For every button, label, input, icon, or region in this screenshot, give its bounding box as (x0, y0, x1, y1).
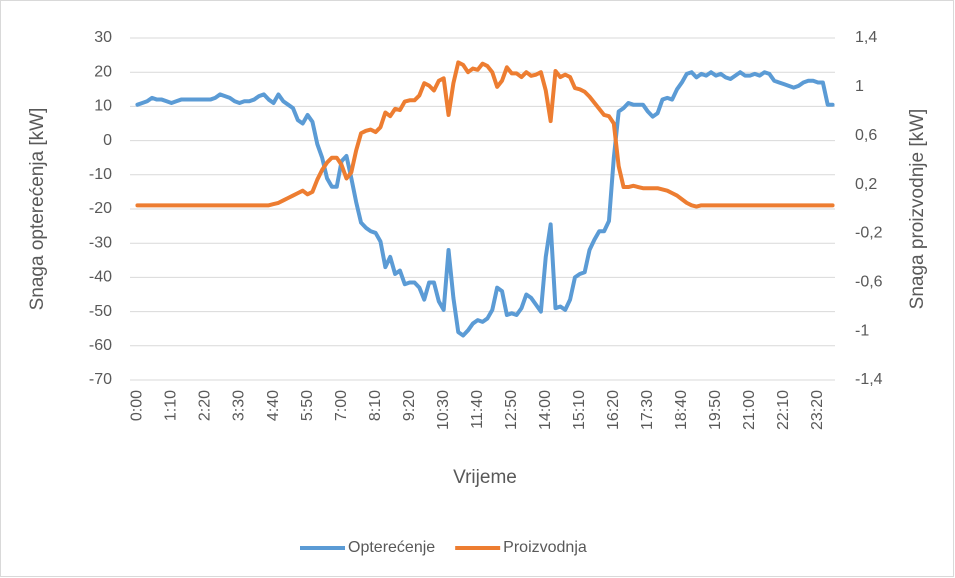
y-tick-label: -10 (89, 166, 112, 183)
x-tick-label: 4:40 (265, 390, 282, 421)
y-tick-label: -40 (89, 269, 112, 286)
y2-tick-label: 1,4 (855, 29, 877, 46)
y-tick-label: -20 (89, 200, 112, 217)
x-tick-label: 11:40 (469, 390, 486, 429)
y2-tick-label: -0,2 (855, 225, 883, 242)
x-tick-label: 2:20 (197, 390, 214, 421)
y-tick-label: -30 (89, 234, 112, 251)
x-tick-label: 15:10 (571, 390, 588, 430)
y2-tick-label: 0,2 (855, 176, 877, 193)
x-tick-label: 10:30 (435, 390, 452, 430)
x-tick-label: 7:00 (333, 390, 350, 421)
x-tick-label: 16:20 (605, 390, 622, 430)
y2-tick-label: -1 (855, 322, 869, 339)
y2-axis-label: Snaga proizvodnje [kW] (907, 109, 928, 310)
x-tick-label: 5:50 (299, 390, 316, 421)
series-line (135, 60, 835, 209)
y-tick-label: -60 (89, 337, 112, 354)
x-tick-label: 12:50 (503, 390, 520, 430)
x-tick-label: 8:10 (367, 390, 384, 421)
x-tick-label: 18:40 (673, 390, 690, 430)
y-tick-label: -50 (89, 303, 112, 320)
y2-tick-label: 0,6 (855, 127, 877, 144)
x-tick-label: 21:00 (741, 390, 758, 430)
x-tick-label: 9:20 (401, 390, 418, 421)
y-tick-label: 10 (94, 98, 112, 115)
legend-label: Opterećenje (348, 539, 435, 556)
x-tick-label: 3:30 (231, 390, 248, 421)
y2-tick-label: -1,4 (855, 371, 883, 388)
y2-tick-label: -0,6 (855, 274, 883, 291)
y-tick-label: 30 (94, 29, 112, 46)
x-tick-label: 14:00 (537, 390, 554, 430)
x-tick-label: 22:10 (775, 390, 792, 430)
y2-tick-label: 1 (855, 78, 864, 95)
x-axis-label: Vrijeme (453, 467, 517, 488)
x-tick-label: 23:20 (809, 390, 826, 430)
legend-label: Proizvodnja (503, 539, 587, 556)
y-tick-label: 20 (94, 63, 112, 80)
x-tick-label: 19:50 (707, 390, 724, 430)
y-tick-label: -70 (89, 371, 112, 388)
x-tick-label: 17:30 (639, 390, 656, 430)
x-tick-label: 0:00 (129, 390, 146, 421)
x-tick-label: 1:10 (163, 390, 180, 421)
y-axis-label: Snaga opterećenja [kW] (27, 108, 48, 311)
series-line (135, 70, 835, 338)
y-tick-label: 0 (103, 132, 112, 149)
